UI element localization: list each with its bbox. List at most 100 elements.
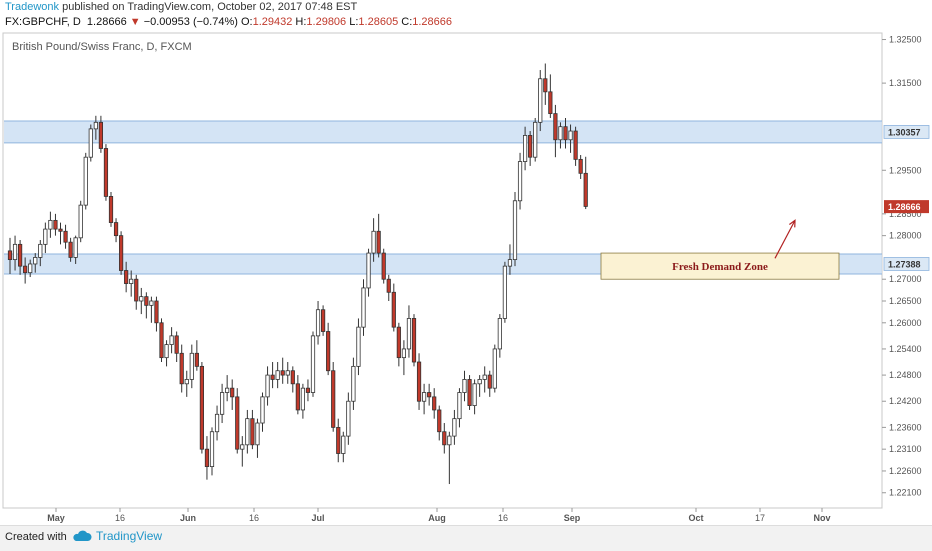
- chart-title: British Pound/Swiss Franc, D, FXCM: [12, 41, 192, 53]
- candle: [583, 156, 588, 210]
- candle: [194, 340, 199, 371]
- candle: [326, 322, 331, 376]
- price-chart[interactable]: British Pound/Swiss Franc, D, FXCM Fresh…: [0, 0, 932, 525]
- candle: [295, 375, 300, 415]
- candle: [68, 237, 73, 262]
- resistance-price-tag-text: 1.30357: [888, 127, 921, 137]
- high-value: 1.29806: [306, 16, 347, 28]
- candle: [134, 274, 139, 310]
- low-value: 1.28605: [358, 16, 399, 28]
- candle: [189, 344, 194, 389]
- candles-layer: [7, 63, 588, 485]
- y-tick-label: 1.23600: [889, 422, 922, 432]
- candle: [88, 124, 93, 162]
- candle: [462, 370, 467, 402]
- candle: [250, 409, 255, 450]
- candle: [341, 431, 346, 463]
- brand-text: TradingView: [96, 529, 163, 543]
- up-arrow: [774, 220, 796, 259]
- candle: [73, 235, 78, 264]
- y-tick-label: 1.28000: [889, 231, 922, 241]
- candle: [63, 224, 68, 249]
- candle: [376, 213, 381, 258]
- candle: [83, 152, 88, 210]
- candle: [467, 375, 472, 410]
- candle: [154, 296, 159, 332]
- candle: [558, 122, 563, 149]
- time-axis[interactable]: May 16 Jun 16 Jul Aug 16 Sep Oct 17 Nov: [47, 508, 831, 523]
- high-label: H:: [295, 16, 307, 28]
- candle: [361, 279, 366, 336]
- x-tick-label: Nov: [813, 513, 830, 523]
- candle: [528, 131, 533, 166]
- author-link[interactable]: Tradewonk: [5, 1, 60, 13]
- candle: [421, 383, 427, 415]
- candle: [174, 331, 179, 363]
- candle: [219, 383, 225, 424]
- candle: [53, 213, 58, 236]
- open-value: 1.29432: [252, 16, 293, 28]
- candle: [315, 301, 321, 345]
- candle: [124, 261, 129, 293]
- y-tick-label: 1.28500: [889, 209, 922, 219]
- x-tick-label: 16: [249, 513, 259, 523]
- candle: [502, 261, 508, 323]
- candle: [280, 357, 285, 384]
- y-tick-label: 1.23100: [889, 444, 922, 454]
- candle: [255, 418, 260, 458]
- candle: [260, 392, 265, 432]
- candle: [129, 270, 134, 297]
- publish-line: Tradewonk published on TradingView.com, …: [5, 1, 357, 13]
- candle: [371, 218, 376, 262]
- candle: [159, 318, 164, 363]
- x-tick-label: Jun: [180, 513, 196, 523]
- x-tick-label: May: [47, 513, 65, 523]
- price-axis[interactable]: 1.32500 1.31500 1.29500 1.28500 1.28000 1.270…: [882, 35, 930, 498]
- candle: [548, 74, 553, 118]
- candle: [179, 344, 184, 393]
- candle: [204, 436, 210, 480]
- candle: [33, 253, 38, 273]
- candle: [437, 405, 442, 441]
- candle: [290, 366, 295, 393]
- candle: [225, 375, 230, 402]
- created-with: Created with: [5, 531, 67, 543]
- x-tick-label: Jul: [311, 513, 324, 523]
- resistance-price-tag: [883, 125, 930, 139]
- demand-zone-label: Fresh Demand Zone: [672, 261, 768, 273]
- support-price-tag: [883, 257, 930, 271]
- candle: [245, 409, 250, 454]
- y-tick-label: 1.24800: [889, 370, 922, 380]
- candle: [305, 379, 311, 402]
- candle: [543, 63, 548, 105]
- candle: [507, 244, 513, 275]
- candle: [43, 222, 48, 254]
- y-tick-label: 1.26000: [889, 318, 922, 328]
- candle: [265, 366, 270, 406]
- candle: [12, 235, 18, 271]
- up-arrow-head: [789, 219, 796, 228]
- y-tick-label: 1.32500: [889, 35, 922, 45]
- candle: [427, 383, 432, 406]
- candle: [214, 405, 220, 441]
- published-text: published on TradingView.com, October 02…: [62, 1, 358, 13]
- candle: [396, 322, 401, 367]
- demand-zone-box: [600, 252, 840, 280]
- candle: [578, 155, 583, 179]
- change: −0.00953 (−0.74%): [143, 16, 238, 28]
- candle: [164, 340, 169, 367]
- candle: [573, 126, 578, 166]
- candle: [497, 314, 502, 358]
- candle: [336, 418, 341, 463]
- candle: [553, 104, 558, 158]
- close-label: C:: [401, 16, 413, 28]
- y-tick-label: 1.22100: [889, 488, 922, 498]
- candle: [442, 423, 447, 454]
- candle: [310, 331, 316, 397]
- candle: [58, 222, 63, 245]
- y-tick-label: 1.26500: [889, 296, 922, 306]
- tradingview-brand[interactable]: TradingView: [72, 529, 162, 543]
- support-price-tag-text: 1.27388: [888, 259, 921, 269]
- candle: [149, 296, 154, 323]
- candle: [391, 283, 396, 332]
